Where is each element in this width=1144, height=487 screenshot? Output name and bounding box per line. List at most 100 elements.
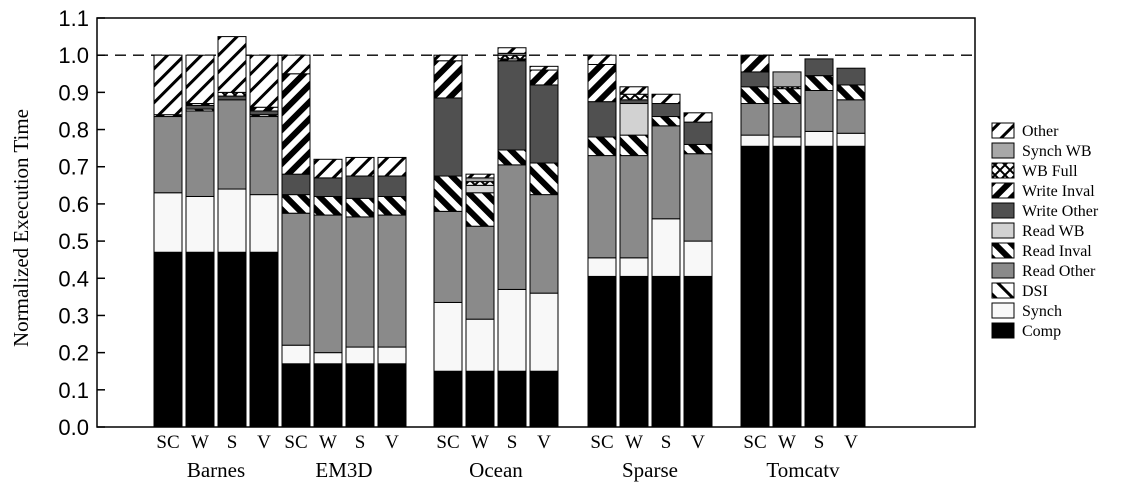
bar-label: S	[355, 432, 366, 453]
segment-synch	[651, 218, 681, 277]
legend-label: Read WB	[1022, 223, 1084, 240]
legend-item-synch-wb: Synch WB	[991, 142, 1091, 160]
legend-swatch	[991, 202, 1015, 219]
bar-barnes-w	[185, 54, 215, 428]
segment-read-wb	[465, 184, 495, 194]
bar-em3d-v	[377, 156, 407, 428]
bar-label: S	[814, 432, 825, 453]
legend-label: Comp	[1022, 323, 1061, 340]
segment-read-other	[313, 214, 343, 354]
bar-sparse-w	[619, 86, 649, 428]
segment-synch-wb	[465, 177, 495, 183]
segment-other	[281, 54, 311, 75]
segment-other	[217, 36, 247, 93]
segment-write-other	[529, 84, 559, 164]
segment-write-other	[217, 95, 247, 101]
bar-label: W	[471, 432, 489, 453]
bar-label: W	[319, 432, 337, 453]
legend-swatch	[991, 282, 1015, 299]
segment-synch	[185, 195, 215, 253]
segment-read-other	[529, 194, 559, 294]
segment-comp	[619, 275, 649, 428]
segment-comp	[529, 370, 559, 428]
bar-label: SC	[743, 432, 766, 453]
bar-label: V	[537, 432, 551, 453]
y-tick-label: 0.7	[58, 155, 89, 180]
segment-synch	[153, 192, 183, 253]
segment-write-other	[683, 121, 713, 145]
segment-read-other	[217, 99, 247, 190]
bar-label: V	[385, 432, 399, 453]
segment-write-inval	[529, 69, 559, 86]
segment-other	[529, 65, 559, 71]
segment-read-inval	[587, 136, 617, 157]
legend-label: Other	[1022, 123, 1059, 140]
segment-read-inval	[619, 134, 649, 157]
segment-synch	[772, 136, 802, 147]
segment-read-other	[683, 153, 713, 242]
legend-swatch	[991, 262, 1015, 279]
bar-label: V	[691, 432, 705, 453]
segment-read-other	[153, 116, 183, 194]
segment-synch	[804, 130, 834, 147]
segment-write-other	[651, 103, 681, 118]
bars	[153, 36, 866, 428]
bar-em3d-sc	[281, 54, 311, 428]
legend-swatch	[991, 182, 1015, 199]
legend-label: Write Other	[1022, 203, 1099, 220]
segment-read-wb	[619, 103, 649, 136]
segment-write-other	[836, 67, 866, 86]
bar-barnes-s	[217, 36, 247, 428]
bar-label: W	[191, 432, 209, 453]
bar-label: SC	[436, 432, 459, 453]
y-tick-label: 1.1	[58, 6, 89, 31]
segment-read-other	[651, 125, 681, 220]
segment-comp	[217, 251, 247, 428]
segment-other	[497, 47, 527, 54]
segment-comp	[465, 370, 495, 428]
legend-item-read-wb: Read WB	[991, 222, 1084, 240]
segment-read-inval	[497, 149, 527, 166]
legend-item-comp: Comp	[991, 322, 1061, 340]
segment-comp	[804, 145, 834, 428]
legend-item-read-other: Read Other	[991, 262, 1096, 280]
legend: Other Synch WB WB Full Write Inval Write Oth…	[991, 122, 1099, 340]
segment-read-other	[281, 212, 311, 346]
segment-read-other	[804, 90, 834, 132]
segment-synch	[836, 132, 866, 147]
legend-item-dsi: DSI	[991, 282, 1048, 300]
segment-comp	[497, 370, 527, 428]
segment-read-other	[497, 164, 527, 290]
bar-ocean-w	[465, 173, 495, 428]
segment-write-other	[587, 101, 617, 138]
segment-write-other	[185, 104, 215, 110]
segment-synch	[377, 346, 407, 365]
segment-comp	[651, 275, 681, 428]
y-tick-label: 0.8	[58, 118, 89, 143]
segment-comp	[377, 363, 407, 428]
bar-label: SC	[590, 432, 613, 453]
segment-read-other	[740, 103, 770, 136]
segment-synch-wb	[772, 71, 802, 88]
segment-comp	[587, 275, 617, 428]
bar-group-em3d	[281, 54, 407, 428]
segment-synch	[529, 292, 559, 372]
group-label: Barnes	[187, 458, 245, 482]
segment-read-inval	[377, 195, 407, 216]
segment-other	[619, 86, 649, 95]
segment-read-other	[587, 155, 617, 259]
segment-read-inval	[465, 192, 495, 227]
segment-other	[185, 54, 215, 105]
legend-item-write-other: Write Other	[991, 202, 1099, 220]
y-tick-label: 0.3	[58, 303, 89, 328]
segment-write-other	[377, 175, 407, 197]
bar-ocean-v	[529, 65, 559, 428]
segment-read-inval	[804, 75, 834, 92]
y-tick-label: 0.9	[58, 80, 89, 105]
segment-read-inval	[281, 194, 311, 214]
segment-write-other	[313, 177, 343, 197]
bar-label: V	[257, 432, 271, 453]
bar-tomcatv-w	[772, 71, 802, 428]
segment-read-inval	[313, 195, 343, 216]
